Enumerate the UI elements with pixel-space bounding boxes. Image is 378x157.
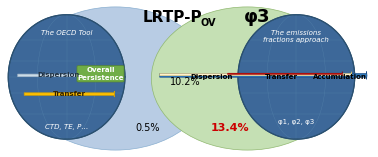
Text: Transfer: Transfer bbox=[53, 91, 86, 97]
Text: The emissions
fractions approach: The emissions fractions approach bbox=[263, 30, 329, 43]
Ellipse shape bbox=[151, 7, 343, 150]
Ellipse shape bbox=[238, 15, 355, 139]
Text: CTD, TE, P…: CTD, TE, P… bbox=[45, 124, 88, 130]
Text: 10.2%: 10.2% bbox=[170, 77, 201, 87]
Text: 13.4%: 13.4% bbox=[211, 122, 250, 133]
Text: Accumulation: Accumulation bbox=[313, 74, 367, 80]
Text: 0.5%: 0.5% bbox=[135, 122, 160, 133]
FancyBboxPatch shape bbox=[77, 66, 124, 82]
Ellipse shape bbox=[20, 7, 212, 150]
Text: Dispersion: Dispersion bbox=[37, 72, 80, 78]
Text: The OECD Tool: The OECD Tool bbox=[41, 30, 92, 36]
Text: φ1, φ2, φ3: φ1, φ2, φ3 bbox=[278, 119, 314, 125]
Text: Dispersion: Dispersion bbox=[191, 74, 233, 80]
Ellipse shape bbox=[8, 15, 125, 139]
Text: LRTP-P: LRTP-P bbox=[142, 10, 202, 24]
Text: Transfer: Transfer bbox=[265, 74, 298, 80]
Text: Overall
Persistence: Overall Persistence bbox=[77, 67, 124, 81]
Text: OV: OV bbox=[200, 18, 216, 28]
Text: φ3: φ3 bbox=[243, 8, 270, 26]
